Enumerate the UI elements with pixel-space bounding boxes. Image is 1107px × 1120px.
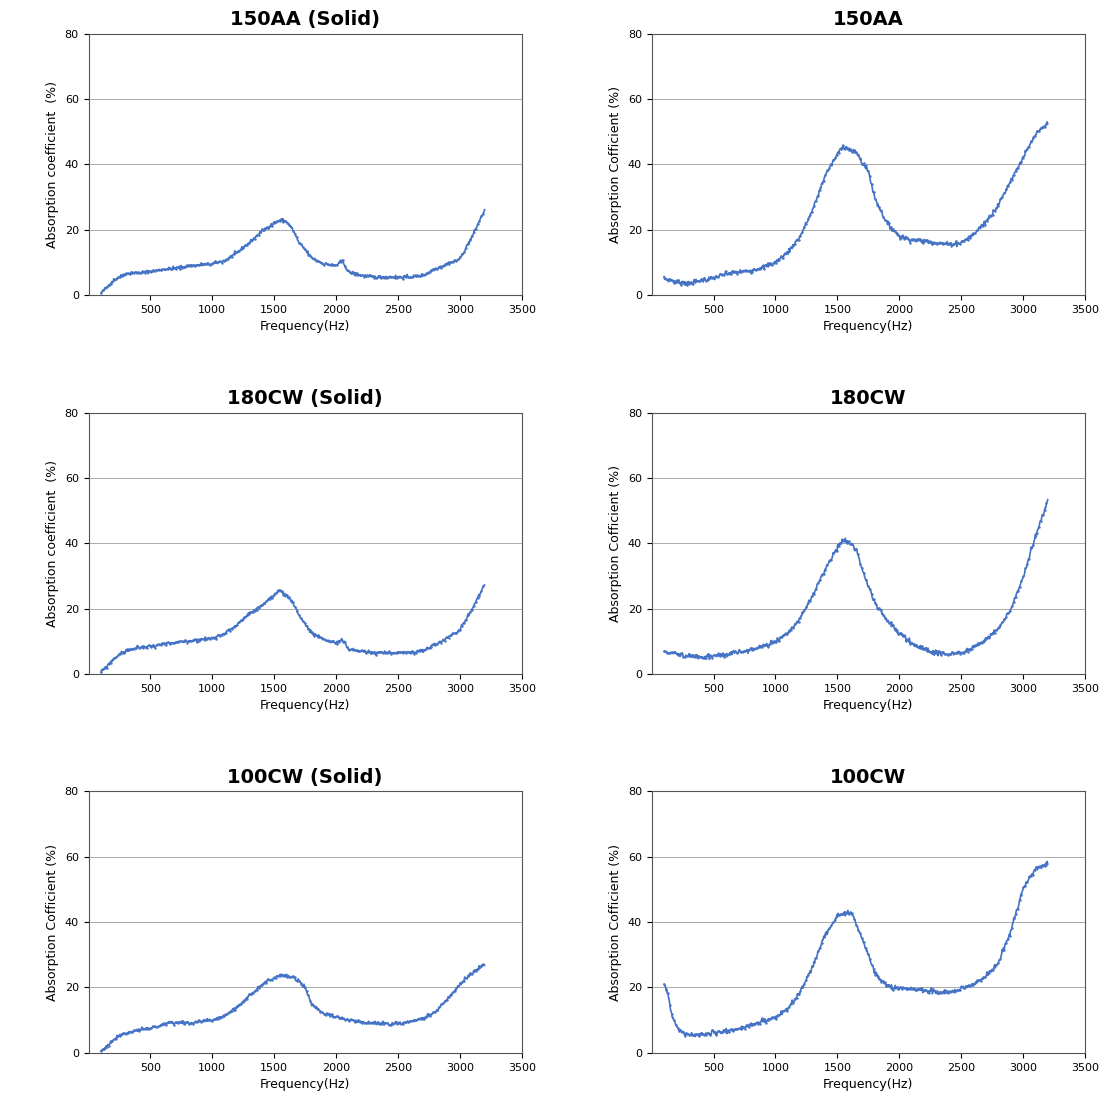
Title: 100CW: 100CW [830,768,907,787]
Y-axis label: Absorption coefficient  (%): Absorption coefficient (%) [46,459,59,627]
X-axis label: Frequency(Hz): Frequency(Hz) [824,699,913,712]
Title: 180CW (Solid): 180CW (Solid) [227,390,383,408]
X-axis label: Frequency(Hz): Frequency(Hz) [824,1079,913,1091]
Y-axis label: Absorption Cofficient (%): Absorption Cofficient (%) [609,843,622,1000]
X-axis label: Frequency(Hz): Frequency(Hz) [824,320,913,334]
Title: 150AA: 150AA [832,10,903,29]
Title: 180CW: 180CW [830,390,907,408]
Y-axis label: Absorption Cofficient (%): Absorption Cofficient (%) [609,465,622,622]
X-axis label: Frequency(Hz): Frequency(Hz) [260,1079,350,1091]
Y-axis label: Absorption Cofficient (%): Absorption Cofficient (%) [609,86,622,243]
X-axis label: Frequency(Hz): Frequency(Hz) [260,699,350,712]
Y-axis label: Absorption Cofficient (%): Absorption Cofficient (%) [46,843,59,1000]
Title: 100CW (Solid): 100CW (Solid) [227,768,383,787]
X-axis label: Frequency(Hz): Frequency(Hz) [260,320,350,334]
Title: 150AA (Solid): 150AA (Solid) [230,10,380,29]
Y-axis label: Absorption coefficient  (%): Absorption coefficient (%) [46,81,59,248]
